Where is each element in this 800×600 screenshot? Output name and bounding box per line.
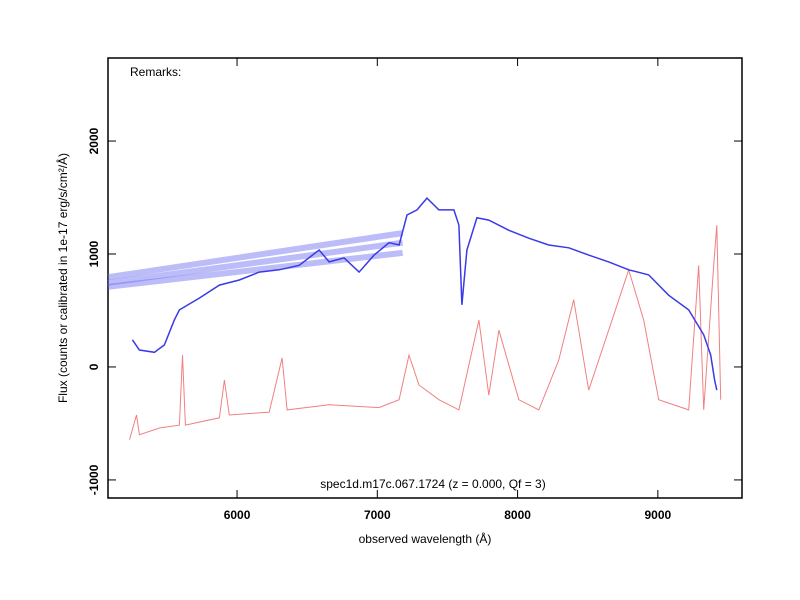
y-axis-label: Flux (counts or calibrated in 1e-17 erg/… <box>55 153 70 403</box>
plot-frame <box>107 57 743 499</box>
y-tick-label: -1000 <box>87 464 101 495</box>
x-tick-label: 6000 <box>224 508 251 522</box>
spectrum-line <box>107 230 404 281</box>
spectrum-line <box>129 225 722 440</box>
x-tick-label: 9000 <box>644 508 671 522</box>
x-tick-label: 8000 <box>504 508 531 522</box>
spectrum-line <box>131 196 718 391</box>
y-tick-label: 2000 <box>87 127 101 154</box>
y-tick-label: 0 <box>87 363 101 370</box>
chart-title: spec1d.m17c.067.1724 (z = 0.000, Qf = 3) <box>320 477 545 491</box>
remarks: Remarks: <box>130 65 181 79</box>
spectrum-line <box>107 249 403 290</box>
spectrum-line <box>107 239 404 286</box>
x-axis-label: observed wavelength (Å) <box>359 531 492 546</box>
x-tick-label: 7000 <box>364 508 391 522</box>
y-tick-label: 1000 <box>87 240 101 267</box>
